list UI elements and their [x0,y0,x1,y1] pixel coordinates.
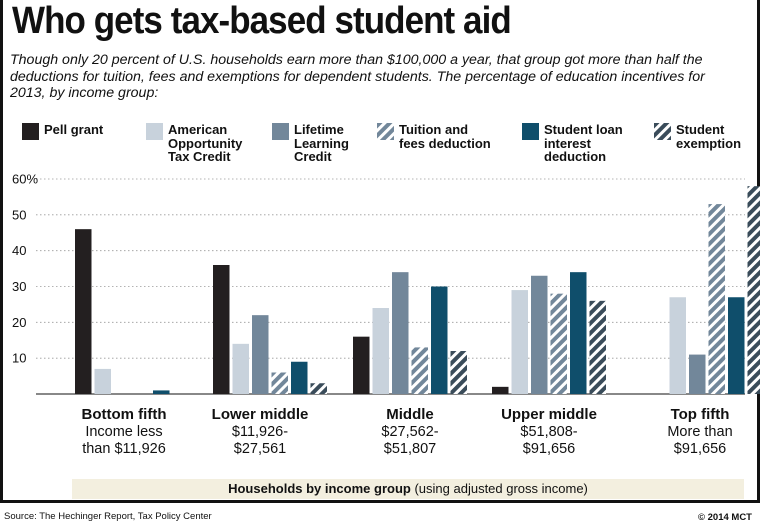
legend-swatch [22,123,39,140]
bar [213,265,230,394]
bar [153,390,170,394]
legend-label: Lifetime Learning Credit [294,122,349,164]
bar [353,336,370,394]
y-tick-label: 20 [12,315,26,330]
category-range: $11,926- $27,561 [231,424,289,457]
legend-label: Pell grant [44,122,104,137]
category-name: Bottom fifth [81,406,167,423]
x-axis-label-bar: Households by income group (using adjust… [72,479,744,499]
category-label: Upper middle $51,808- $91,656 [479,406,619,458]
chart-subtitle: Though only 20 percent of U.S. household… [10,52,705,101]
bar [271,372,288,394]
source-note: Source: The Hechinger Report, Tax Policy… [4,511,212,522]
bar [531,275,548,394]
bar [291,361,308,394]
legend-swatch [377,123,394,140]
legend-label: Student loan interest deduction [544,122,623,164]
category-range: $27,562- $51,807 [381,424,439,457]
legend-label: American Opportunity Tax Credit [168,122,243,164]
legend-item: Pell grant [22,123,103,140]
bar [550,293,567,394]
legend-swatch [272,123,289,140]
bar [392,272,409,394]
bar [728,297,745,394]
bar [747,186,760,394]
x-axis-label: Households by income group [228,481,411,496]
bar [411,347,428,394]
legend-item: Student exemption [654,123,741,150]
bar [708,204,725,394]
y-tick-label: 10 [12,351,26,366]
bar [372,308,389,394]
bar [232,343,249,394]
legend-label: Tuition and fees deduction [399,122,491,151]
bar [252,315,269,394]
category-name: Middle [386,406,434,423]
x-axis-note: (using adjusted gross income) [414,481,588,496]
legend-item: Tuition and fees deduction [377,123,491,150]
y-tick-label: 60% [12,172,38,187]
category-label: Top fifth More than $91,656 [630,406,760,458]
category-name: Upper middle [501,406,597,423]
legend-item: Lifetime Learning Credit [272,123,349,164]
y-tick-label: 40 [12,243,26,258]
legend-label: Student exemption [676,122,742,151]
legend: Pell grant American Opportunity Tax Credi… [22,123,752,173]
credit: © 2014 MCT [698,512,752,523]
bar-chart: 60% 50 40 30 20 10 [12,172,760,395]
legend-item: American Opportunity Tax Credit [146,123,242,164]
category-name: Lower middle [211,406,309,423]
legend-item: Student loan interest deduction [522,123,623,164]
bar [689,354,706,394]
bar [94,368,111,394]
category-name: Top fifth [670,406,730,423]
legend-swatch [522,123,539,140]
bar [431,286,448,394]
bar [492,386,509,394]
chart-title: Who gets tax-based student aid [12,0,512,42]
legend-swatch [654,123,671,140]
bar [669,297,686,394]
category-range: Income less than $11,926 [82,424,166,457]
category-label: Lower middle $11,926- $27,561 [190,406,330,458]
bar [75,229,92,394]
category-range: More than $91,656 [667,424,733,457]
bar [310,383,327,394]
bar [570,272,587,394]
bar [511,290,528,394]
bar [450,351,467,394]
bar [589,300,606,394]
category-label: Bottom fifth Income less than $11,926 [54,406,194,458]
category-range: $51,808- $91,656 [520,424,578,457]
category-label: Middle $27,562- $51,807 [340,406,480,458]
category-labels: Bottom fifth Income less than $11,926 Lowe… [0,406,760,470]
y-tick-label: 50 [12,207,26,222]
legend-swatch [146,123,163,140]
y-tick-label: 30 [12,279,26,294]
